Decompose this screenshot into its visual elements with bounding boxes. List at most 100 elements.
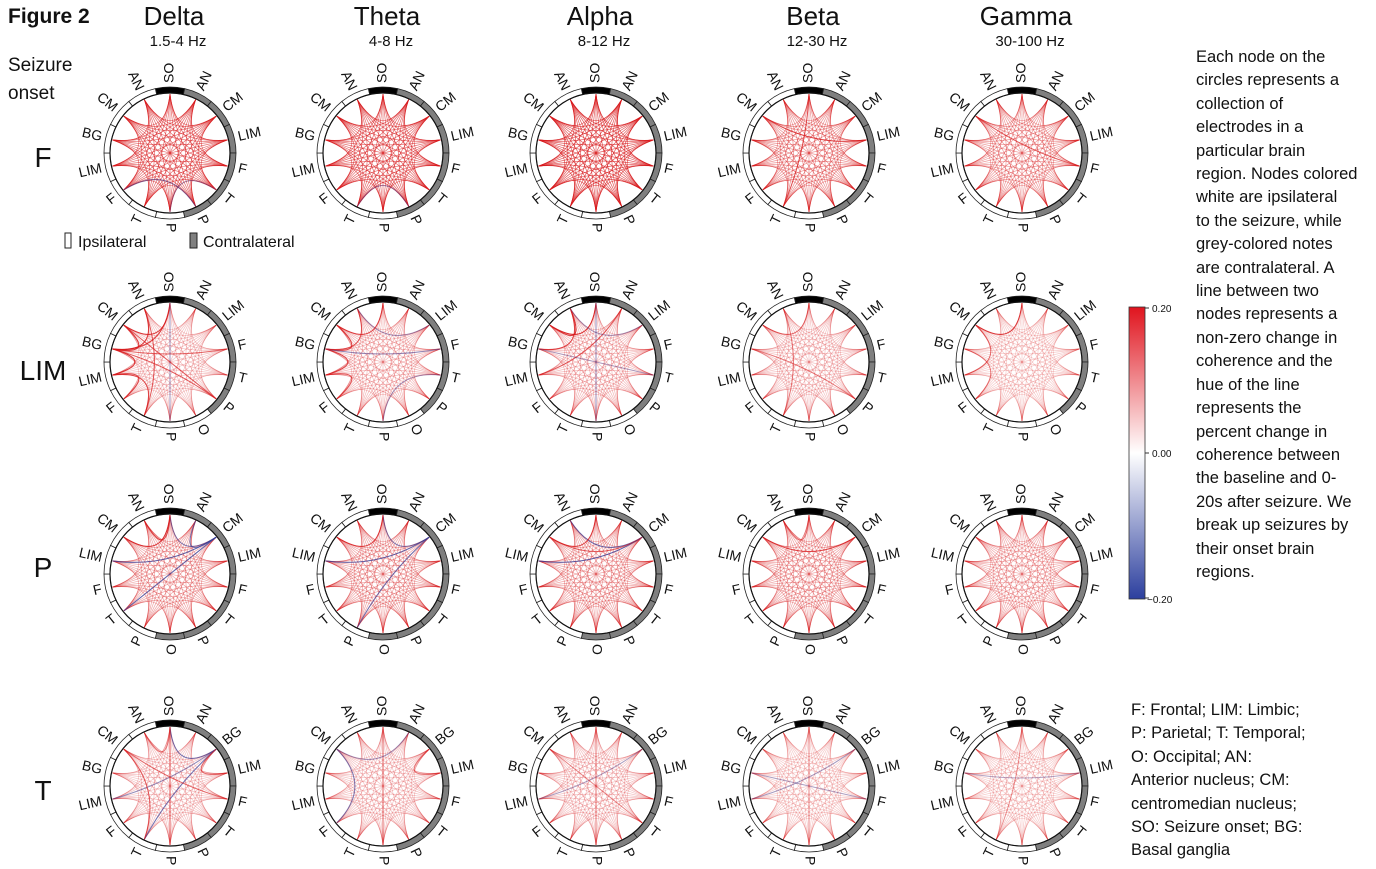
- connection-edge: [783, 99, 835, 207]
- connection-edge: [975, 520, 1048, 548]
- connection-edge: [783, 536, 856, 628]
- connection-edge: [808, 374, 867, 422]
- description-line: electrodes in a: [1196, 118, 1304, 137]
- connection-edge: [975, 514, 1023, 547]
- connection-edge: [382, 586, 441, 634]
- connection-edge: [336, 536, 430, 612]
- connection-edge: [996, 520, 1048, 628]
- node-label: SO: [374, 63, 390, 83]
- node-label: AN: [551, 489, 574, 513]
- node-label: F: [449, 335, 461, 353]
- description-line: particular brain: [1196, 141, 1306, 160]
- connection-edge: [762, 748, 782, 824]
- connection-edge: [975, 732, 1003, 824]
- connection-edge: [751, 374, 810, 422]
- connection-edge: [357, 302, 384, 416]
- band-frequency: 8-12 Hz: [578, 33, 631, 50]
- connection-edge: [751, 726, 810, 774]
- description-line: grey-colored notes: [1196, 235, 1333, 254]
- node-label: CM: [645, 510, 672, 536]
- inner-circle: [535, 513, 657, 635]
- node-label: AN: [125, 277, 148, 301]
- connection-edge: [336, 732, 409, 824]
- connection-edge: [169, 115, 217, 213]
- connection-edge: [751, 585, 856, 612]
- connection-edge: [751, 324, 856, 376]
- connection-edge: [404, 308, 441, 376]
- connection-edge: [123, 601, 171, 634]
- connection-edge: [357, 520, 409, 628]
- node-label: AN: [192, 489, 215, 513]
- connection-edge: [783, 139, 867, 207]
- node-label: AN: [338, 489, 361, 513]
- connection-edge: [357, 99, 384, 213]
- connection-edge: [538, 324, 643, 376]
- connection-edge: [357, 99, 409, 207]
- connection-edge: [783, 818, 835, 840]
- node-label: T: [980, 212, 998, 227]
- node-label: O: [620, 421, 639, 438]
- connection-edge: [808, 302, 867, 376]
- connection-edge: [1041, 748, 1069, 840]
- connection-edge: [538, 560, 566, 612]
- connection-edge: [336, 585, 441, 612]
- description-line: percent change in: [1196, 422, 1328, 441]
- node-label: AN: [618, 277, 641, 301]
- connection-edge: [336, 600, 409, 628]
- node-label: P: [194, 633, 212, 648]
- connection-edge: [828, 308, 856, 400]
- connection-edge: [808, 586, 867, 634]
- node-ring: [742, 86, 876, 220]
- connection-edge: [200, 536, 228, 588]
- connection-edge: [549, 536, 643, 612]
- node-label: BG: [1071, 723, 1097, 748]
- connection-edge: [964, 536, 1069, 588]
- connection-edge: [112, 726, 171, 774]
- band-title: Theta: [354, 1, 421, 31]
- connection-edge: [549, 748, 597, 846]
- node-label: O: [376, 644, 392, 655]
- connection-edge: [112, 536, 140, 588]
- connection-edge: [996, 99, 1007, 207]
- connection-edge: [538, 160, 654, 167]
- connection-edge: [595, 374, 654, 422]
- connection-edge: [357, 520, 430, 612]
- connection-edge: [762, 115, 782, 191]
- node-label: F: [876, 581, 888, 599]
- connection-edge: [762, 601, 810, 634]
- node-label: AN: [831, 701, 854, 725]
- connection-edge: [762, 139, 867, 191]
- connection-edge: [336, 732, 410, 761]
- connection-edge: [325, 536, 430, 588]
- connection-edge: [402, 324, 430, 416]
- connection-edge: [1021, 93, 1080, 141]
- connection-edge: [538, 560, 622, 628]
- connection-edge: [112, 560, 140, 612]
- connection-edge: [169, 302, 217, 400]
- connection-edge: [975, 536, 995, 612]
- connection-edge: [839, 772, 867, 824]
- band-frequency: 12-30 Hz: [787, 33, 848, 50]
- node-label: P: [1015, 432, 1031, 441]
- connection-edge: [996, 520, 1048, 628]
- connection-edge: [112, 164, 217, 191]
- inner-circle: [535, 92, 657, 214]
- node-label: LIM: [716, 160, 742, 181]
- connection-edge: [839, 748, 867, 800]
- edges: [538, 726, 654, 846]
- connection-edge: [169, 308, 196, 422]
- connection-edge: [964, 308, 1048, 350]
- node-label: SO: [800, 696, 816, 716]
- connection-edge: [964, 139, 992, 191]
- connection-edge: [751, 308, 788, 350]
- connection-edge: [828, 115, 856, 207]
- connection-edge: [382, 374, 441, 422]
- description-line: non-zero change in: [1196, 328, 1338, 347]
- node-label: CM: [219, 510, 246, 536]
- connection-edge: [975, 99, 1003, 191]
- connection-edge: [169, 374, 228, 422]
- connection-edge: [112, 348, 136, 376]
- connection-edge: [996, 560, 1080, 628]
- edges: [325, 302, 441, 422]
